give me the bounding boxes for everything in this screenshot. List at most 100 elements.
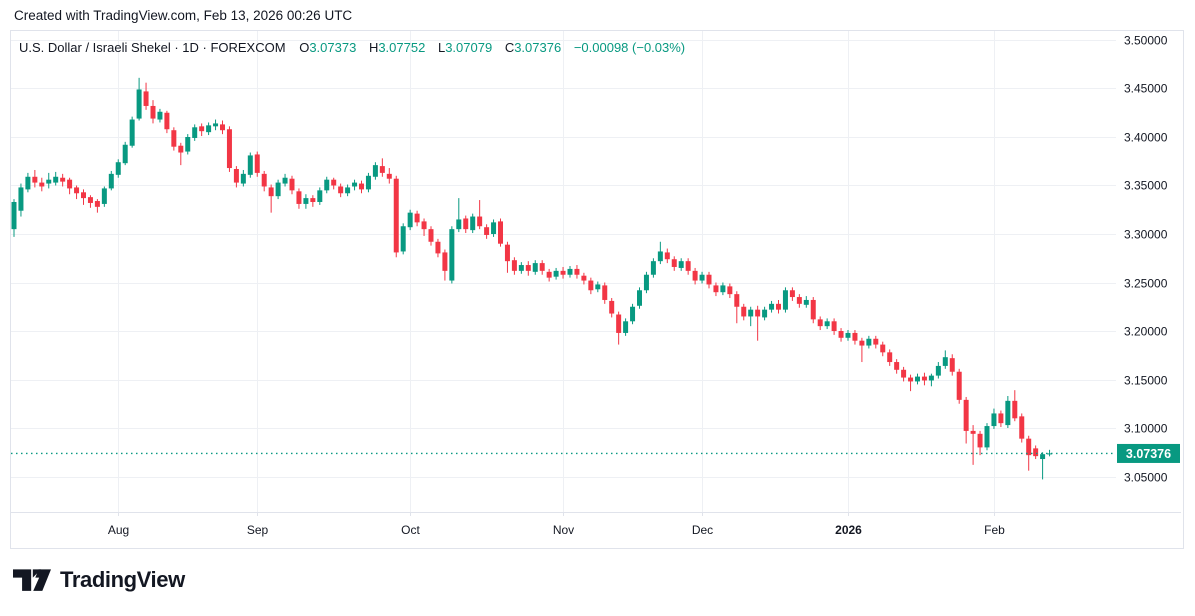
candle-body: [984, 426, 990, 448]
candle-body: [602, 285, 608, 300]
candle-body: [887, 352, 893, 363]
candle-body: [46, 179, 52, 184]
candle-body: [713, 285, 719, 293]
candle-body: [101, 188, 107, 204]
candle-body: [421, 221, 427, 230]
candle-body: [491, 222, 497, 234]
y-axis-label: 3.05000: [1124, 471, 1168, 485]
y-axis-label: 3.45000: [1124, 82, 1168, 96]
candle-body: [67, 179, 73, 189]
candle-body: [942, 357, 948, 366]
candle-body: [74, 187, 80, 194]
candle-body: [282, 177, 288, 184]
candle-body: [525, 265, 531, 271]
candle-body: [1019, 416, 1025, 439]
candle-body: [379, 166, 385, 173]
open-value: 3.07373: [309, 40, 357, 55]
candle-body: [504, 244, 510, 262]
change-value: −0.00098 (−0.03%): [573, 40, 686, 55]
symbol-title: U.S. Dollar / Israeli Shekel · 1D · FORE…: [19, 40, 286, 55]
high-value: 3.07752: [378, 40, 426, 55]
candle-body: [685, 261, 691, 271]
candle-body: [39, 182, 45, 187]
candle-body: [352, 182, 358, 187]
candle-body: [623, 321, 629, 333]
y-axis-label: 3.10000: [1124, 422, 1168, 436]
x-axis-label: Aug: [108, 523, 129, 537]
candle-body: [1040, 454, 1046, 460]
candle-body: [678, 261, 684, 268]
candle-body: [477, 216, 483, 227]
candle-body: [963, 399, 969, 431]
candle-body: [393, 178, 399, 253]
candle-body: [637, 290, 642, 306]
candle-body: [935, 365, 941, 376]
chart-header: U.S. Dollar / Israeli Shekel · 1D · FORE…: [19, 40, 685, 55]
candle-body: [94, 201, 100, 207]
candle-body: [386, 173, 392, 179]
y-axis-label: 3.15000: [1124, 374, 1168, 388]
tradingview-logo[interactable]: TradingView: [13, 567, 185, 593]
candle-body: [53, 176, 59, 183]
candle-body: [706, 274, 712, 285]
candle-body: [970, 430, 976, 434]
candle-body: [372, 165, 378, 177]
candle-body: [595, 284, 601, 290]
candle-body: [428, 229, 434, 242]
candle-body: [226, 129, 232, 169]
candle-body: [692, 270, 698, 281]
candle-body: [581, 275, 587, 281]
candle-body: [741, 306, 747, 317]
candle-body: [977, 433, 983, 448]
candle-body: [275, 182, 281, 197]
candle-body: [539, 263, 545, 271]
candle-body: [1047, 453, 1053, 455]
candle-body: [129, 119, 135, 146]
candle-body: [435, 241, 441, 254]
candle-body: [789, 290, 795, 298]
candle-body: [18, 187, 24, 211]
candle-body: [345, 187, 351, 194]
candle-body: [852, 332, 858, 341]
candle-body: [470, 216, 476, 231]
candle-body: [32, 176, 38, 183]
candle-body: [810, 299, 816, 320]
candle-body: [150, 105, 156, 119]
candle-body: [136, 89, 142, 119]
candle-body: [1026, 438, 1032, 456]
candle-body: [532, 263, 538, 272]
candle-body: [616, 314, 622, 333]
candlestick-chart[interactable]: 3.50000 3.45000 3.40000 3.35000 3.30000 3.250…: [11, 31, 1181, 546]
candle-body: [81, 192, 86, 199]
candle-body: [115, 162, 121, 175]
candle-body: [254, 154, 260, 173]
candle-body: [122, 144, 128, 164]
candle-body: [449, 229, 455, 281]
candle-body: [553, 270, 559, 277]
candle-body: [769, 303, 775, 310]
candle-body: [414, 213, 420, 223]
candle-body: [463, 218, 469, 230]
candle-body: [192, 127, 198, 138]
candle-body: [60, 177, 66, 182]
x-axis-label: Feb: [984, 523, 1005, 537]
candle-body: [894, 362, 900, 370]
candle-body: [1012, 400, 1018, 419]
candle-body: [762, 309, 768, 318]
close-value: 3.07376: [514, 40, 562, 55]
candle-body: [901, 369, 907, 378]
candle-body: [831, 321, 837, 331]
candle-body: [317, 190, 323, 202]
candle-body: [755, 309, 761, 317]
last-price-label: 3.07376: [1126, 447, 1171, 461]
candle-body: [817, 319, 823, 327]
candle-body: [303, 198, 309, 204]
open-label: O: [299, 40, 310, 55]
candle-body: [915, 376, 920, 382]
y-axis-label: 3.50000: [1124, 34, 1168, 48]
candle-body: [782, 290, 788, 310]
candle-body: [1005, 400, 1011, 426]
candle-body: [511, 260, 517, 271]
candle-body: [908, 377, 914, 382]
candle-body: [921, 376, 927, 381]
